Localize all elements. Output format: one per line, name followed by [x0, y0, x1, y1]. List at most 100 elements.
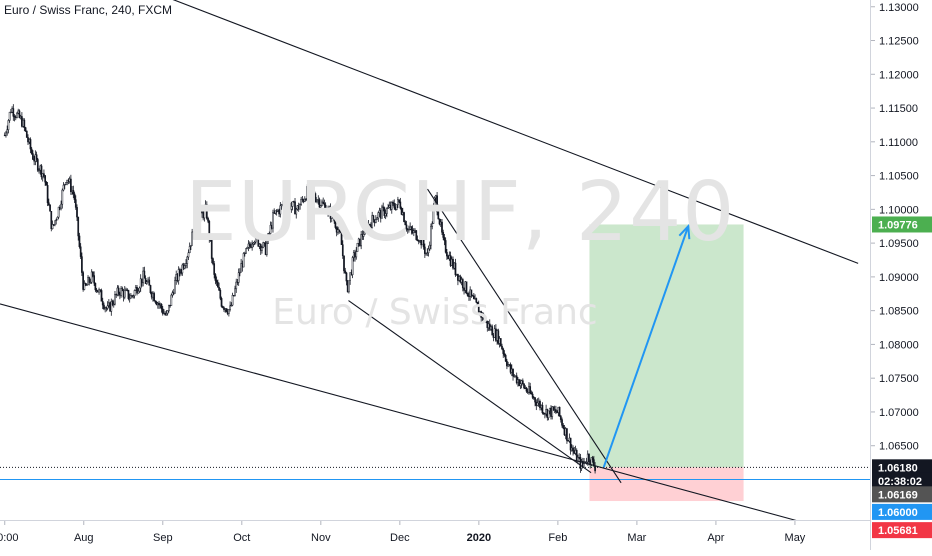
- candle: [49, 204, 51, 212]
- projection-arrow[interactable]: [602, 225, 690, 468]
- candle: [430, 223, 432, 250]
- candle: [310, 183, 312, 190]
- candle: [29, 137, 32, 153]
- candle: [588, 453, 590, 466]
- candle: [203, 205, 206, 222]
- channel-lower-line[interactable]: [0, 303, 807, 524]
- candle: [318, 197, 321, 210]
- candle: [295, 207, 298, 219]
- candle: [256, 232, 258, 239]
- candle: [237, 268, 240, 286]
- candle: [416, 235, 419, 242]
- candle: [130, 293, 132, 299]
- candle: [83, 280, 86, 291]
- channel-upper-line[interactable]: [139, 0, 859, 264]
- candle: [372, 214, 375, 223]
- candle: [8, 111, 11, 123]
- candle: [387, 203, 389, 209]
- position-zones[interactable]: [589, 224, 744, 502]
- candle: [191, 228, 193, 246]
- price-tick-label: 1.10000: [879, 204, 919, 216]
- candle: [272, 209, 274, 233]
- candles-series: [3, 104, 596, 474]
- wedge-upper-line[interactable]: [427, 188, 622, 484]
- candle: [384, 209, 387, 220]
- loss-zone[interactable]: [589, 467, 744, 502]
- candle: [422, 236, 425, 250]
- candle: [504, 353, 507, 363]
- candle: [400, 206, 403, 216]
- time-tick-label: Oct: [233, 532, 250, 544]
- candle: [477, 300, 480, 315]
- candle: [12, 104, 15, 121]
- time-tick-label: Apr: [707, 532, 724, 544]
- candle: [332, 210, 334, 219]
- candle: [519, 379, 522, 390]
- candle: [257, 236, 260, 248]
- wedge-lower-line[interactable]: [348, 300, 592, 474]
- price-axis[interactable]: 1.13000 1.12500 1.12000 1.11500 1.11000 1.105…: [870, 0, 932, 550]
- candle: [196, 224, 198, 229]
- candle: [525, 386, 528, 393]
- candle: [85, 283, 88, 286]
- time-tick-label: Dec: [390, 532, 410, 544]
- candle: [143, 266, 146, 279]
- candle: [62, 182, 65, 192]
- candle: [74, 195, 77, 210]
- candle: [502, 347, 505, 358]
- candle: [268, 231, 271, 238]
- candle: [242, 252, 245, 268]
- price-tick-label: 1.08500: [879, 306, 919, 318]
- candle: [73, 191, 76, 203]
- candle: [205, 201, 208, 220]
- candle: [345, 271, 348, 286]
- candle: [209, 238, 212, 242]
- candle: [90, 269, 93, 285]
- candle: [70, 174, 72, 195]
- candle: [110, 298, 113, 316]
- candle: [138, 286, 141, 294]
- candle: [188, 242, 191, 254]
- time-tick-label: Feb: [548, 532, 567, 544]
- candle: [267, 232, 269, 245]
- time-axis[interactable]: 00:00 Aug Sep Oct Nov Dec 2020 Feb Mar Apr May: [0, 520, 870, 551]
- candle: [190, 245, 192, 251]
- candle: [103, 302, 105, 311]
- candle: [466, 292, 469, 297]
- candle: [111, 299, 114, 307]
- candle: [201, 207, 203, 214]
- candle: [326, 209, 328, 215]
- price-tick-label: 1.12500: [879, 36, 919, 48]
- candle: [575, 448, 578, 462]
- candle: [230, 302, 233, 307]
- candle: [365, 220, 367, 226]
- candle: [475, 297, 478, 304]
- candle: [405, 220, 408, 232]
- candle: [312, 187, 315, 197]
- candle: [279, 202, 282, 218]
- candle: [261, 245, 263, 254]
- candle: [518, 378, 521, 387]
- candle: [465, 281, 468, 295]
- svg-text:02:38:02: 02:38:02: [878, 476, 922, 488]
- price-tick-label: 1.13000: [879, 2, 919, 14]
- profit-zone[interactable]: [589, 224, 744, 468]
- candle: [251, 240, 253, 251]
- price-tick-label: 1.07500: [879, 373, 919, 385]
- horizontal-lines[interactable]: [0, 466, 870, 480]
- projection-arrow-group[interactable]: [602, 223, 691, 468]
- candle: [284, 199, 287, 208]
- candle: [239, 268, 241, 277]
- candle: [56, 216, 59, 221]
- candle: [555, 405, 557, 415]
- candle: [160, 303, 163, 313]
- candle: [541, 402, 544, 415]
- candle: [355, 247, 358, 260]
- candle: [25, 130, 28, 138]
- candle: [437, 208, 440, 220]
- trend-lines[interactable]: [0, 0, 859, 524]
- candle: [415, 230, 418, 241]
- candle: [503, 350, 506, 358]
